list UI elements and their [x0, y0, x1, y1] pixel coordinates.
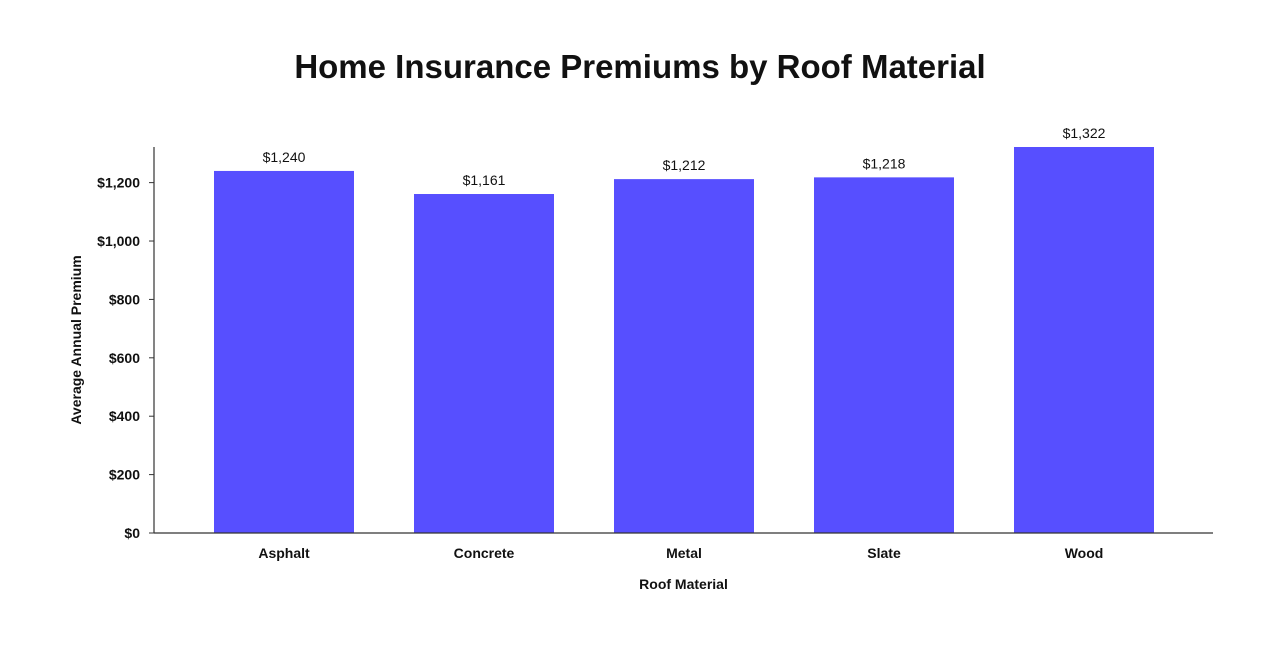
x-category-label: Metal — [666, 545, 702, 561]
x-axis-category-labels: Asphalt Concrete Metal Slate Wood — [258, 545, 1103, 561]
y-tick-label: $400 — [109, 408, 140, 424]
y-tick-label: $800 — [109, 291, 140, 307]
bar-value-label: $1,218 — [863, 155, 906, 171]
bar-asphalt — [214, 170, 354, 533]
x-category-label: Asphalt — [258, 545, 310, 561]
y-tick-label: $1,200 — [97, 175, 140, 191]
y-tick-label: $1,000 — [97, 233, 140, 249]
bars — [214, 147, 1154, 534]
bar-value-label: $1,322 — [1063, 125, 1106, 141]
x-category-label: Concrete — [454, 545, 515, 561]
y-tick-label: $0 — [124, 525, 140, 541]
chart-title: Home Insurance Premiums by Roof Material — [294, 48, 986, 85]
y-tick-label: $200 — [109, 467, 140, 483]
bar-data-labels: $1,240 $1,161 $1,212 $1,218 $1,322 — [263, 125, 1106, 188]
bar-concrete — [414, 194, 554, 533]
bar-value-label: $1,161 — [463, 172, 506, 188]
y-axis-ticks: $0 $200 $400 $600 $800 $1,000 $1,200 — [97, 175, 154, 541]
bar-value-label: $1,212 — [663, 157, 706, 173]
x-category-label: Wood — [1065, 545, 1104, 561]
x-category-label: Slate — [867, 545, 901, 561]
bar-slate — [814, 177, 954, 533]
y-tick-label: $600 — [109, 350, 140, 366]
bar-value-label: $1,240 — [263, 149, 306, 165]
bar-wood — [1014, 147, 1154, 533]
bar-metal — [614, 179, 754, 534]
y-axis-title: Average Annual Premium — [68, 255, 84, 424]
x-axis-title: Roof Material — [639, 576, 728, 592]
